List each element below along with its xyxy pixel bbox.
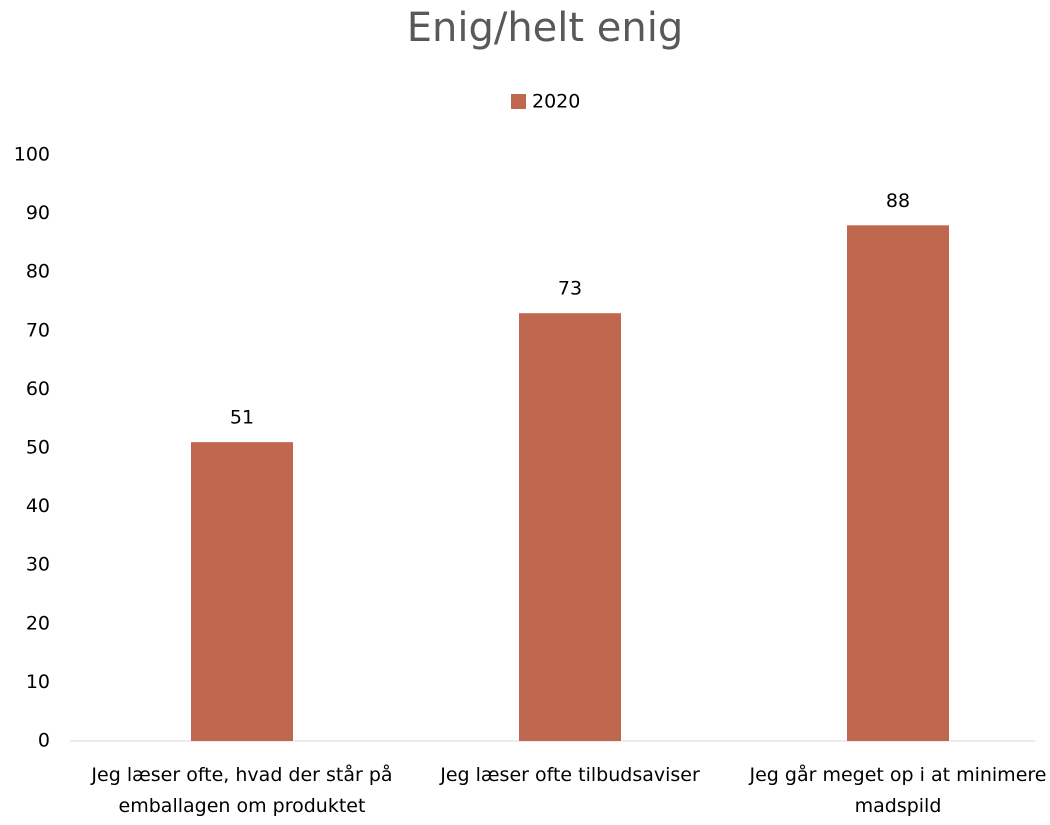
- bar: [519, 313, 621, 741]
- y-tick-label: 70: [26, 319, 50, 341]
- legend-label: 2020: [532, 91, 580, 113]
- value-label: 73: [558, 278, 582, 300]
- legend-swatch: [511, 94, 526, 109]
- bar: [191, 442, 293, 741]
- y-tick-label: 50: [26, 437, 50, 459]
- y-tick-label: 10: [26, 671, 50, 693]
- bar: [847, 225, 949, 741]
- y-tick-label: 40: [26, 495, 50, 517]
- y-tick-label: 100: [14, 144, 50, 166]
- y-tick-label: 30: [26, 554, 50, 576]
- value-label: 88: [886, 190, 910, 212]
- y-tick-label: 90: [26, 202, 50, 224]
- chart-title: Enig/helt enig: [407, 5, 684, 51]
- x-tick-label: Jeg går meget op i at minimere madspild: [749, 764, 1047, 817]
- value-label: 51: [230, 407, 254, 429]
- y-tick-label: 80: [26, 261, 50, 283]
- y-tick-label: 60: [26, 378, 50, 400]
- y-tick-label: 20: [26, 612, 50, 634]
- x-tick-label: Jeg læser ofte tilbudsaviser: [440, 764, 700, 786]
- y-tick-label: 0: [38, 730, 50, 752]
- x-tick-label: Jeg læser ofte, hvad der står på emballa…: [91, 764, 393, 817]
